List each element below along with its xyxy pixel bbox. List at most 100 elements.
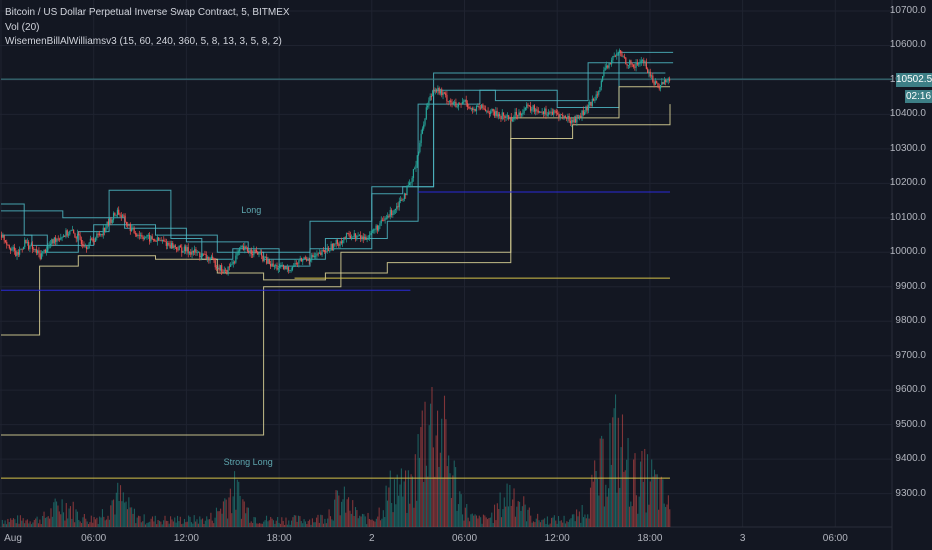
volume-bar <box>498 508 500 527</box>
candle-body <box>454 101 456 103</box>
volume-bar <box>117 482 119 527</box>
candle-body <box>577 115 579 117</box>
candle-body <box>441 89 443 96</box>
volume-bar <box>17 515 19 527</box>
candle-body <box>554 110 556 112</box>
volume-bar <box>406 512 408 527</box>
volume-bar <box>641 450 643 527</box>
candle-body <box>581 110 583 118</box>
candle-body <box>472 108 474 110</box>
volume-bar <box>446 466 448 527</box>
candle-body <box>64 235 66 237</box>
volume-bar <box>400 468 402 527</box>
candle-body <box>519 112 521 116</box>
volume-bar <box>393 479 395 527</box>
price-tick-label: 9900.0 <box>895 280 926 292</box>
candle-body <box>535 109 537 112</box>
volume-bar <box>131 507 133 527</box>
volume-bar <box>598 495 600 527</box>
volume-bar <box>149 521 151 527</box>
candle-body <box>627 65 629 66</box>
volume-bar <box>368 518 370 527</box>
volume-bar <box>364 516 366 527</box>
candle-body <box>463 101 465 103</box>
volume-bar <box>229 488 231 527</box>
volume-bar <box>459 491 461 527</box>
candle-body <box>150 236 152 242</box>
volume-bar <box>289 524 291 527</box>
candle-body <box>474 108 476 112</box>
candle-body <box>251 254 254 256</box>
volume-bar <box>343 486 345 527</box>
candle-body <box>127 224 129 226</box>
candle-body <box>212 256 214 259</box>
volume-bar <box>430 403 432 527</box>
volume-bar <box>260 523 262 527</box>
volume-bar <box>192 523 194 527</box>
volume-bar <box>132 513 134 527</box>
candle-body <box>37 250 39 253</box>
volume-bar <box>581 504 583 527</box>
candle-body <box>264 256 267 258</box>
candle-body <box>158 237 160 241</box>
candle-body <box>415 164 417 169</box>
candle-body <box>118 209 120 215</box>
volume-bar <box>428 425 430 527</box>
volume-bar <box>669 509 671 527</box>
time-tick-label: 12:00 <box>173 533 199 544</box>
candle-body <box>367 238 369 239</box>
candle-body <box>276 265 278 270</box>
candle-body <box>438 87 440 94</box>
volume-bar <box>99 516 101 527</box>
volume-bar <box>32 522 34 527</box>
candle-body <box>384 218 386 221</box>
volume-bar <box>653 469 656 527</box>
candle-body <box>94 237 97 242</box>
volume-bar <box>272 520 275 527</box>
candle-body <box>250 249 252 255</box>
candle-body <box>544 108 546 115</box>
volume-bar <box>584 514 586 527</box>
candle-body <box>609 63 611 65</box>
candle-body <box>143 237 146 240</box>
volume-bar <box>564 523 567 527</box>
volume-bar <box>163 520 165 527</box>
candle-body <box>110 218 112 223</box>
candle-body <box>365 236 367 240</box>
candle-body <box>648 71 650 74</box>
volume-bar <box>571 514 573 527</box>
volume-bar <box>382 510 384 527</box>
volume-bar <box>467 517 469 527</box>
price-tick-label: 9500.0 <box>895 418 926 430</box>
candle-body <box>151 236 153 240</box>
volume-bar <box>389 470 391 527</box>
volume-bar <box>473 515 475 527</box>
candle-body <box>181 247 183 253</box>
volume-bar <box>544 518 546 527</box>
candle-body <box>145 237 147 239</box>
candle-body <box>591 98 593 106</box>
volume-bar <box>548 524 550 527</box>
volume-bar <box>86 521 88 527</box>
candle-body <box>318 252 321 254</box>
volume-bar <box>11 519 13 527</box>
candle-body <box>123 215 125 217</box>
volume-bar <box>62 512 65 527</box>
volume-bar <box>214 517 216 527</box>
volume-bar <box>424 401 426 527</box>
volume-bar <box>549 523 551 527</box>
candle-body <box>56 238 58 242</box>
candle-body <box>55 237 57 242</box>
volume-bar <box>599 438 601 527</box>
price-tick-label: 10200.0 <box>889 177 926 189</box>
volume-bar <box>570 518 572 527</box>
volume-bar <box>342 499 344 527</box>
candle-body <box>667 78 669 81</box>
candle-body <box>213 258 215 261</box>
volume-bar <box>217 511 219 527</box>
volume-bar <box>208 519 211 527</box>
candle-body <box>536 109 538 111</box>
candle-body <box>79 235 81 240</box>
volume-bar <box>421 410 423 527</box>
